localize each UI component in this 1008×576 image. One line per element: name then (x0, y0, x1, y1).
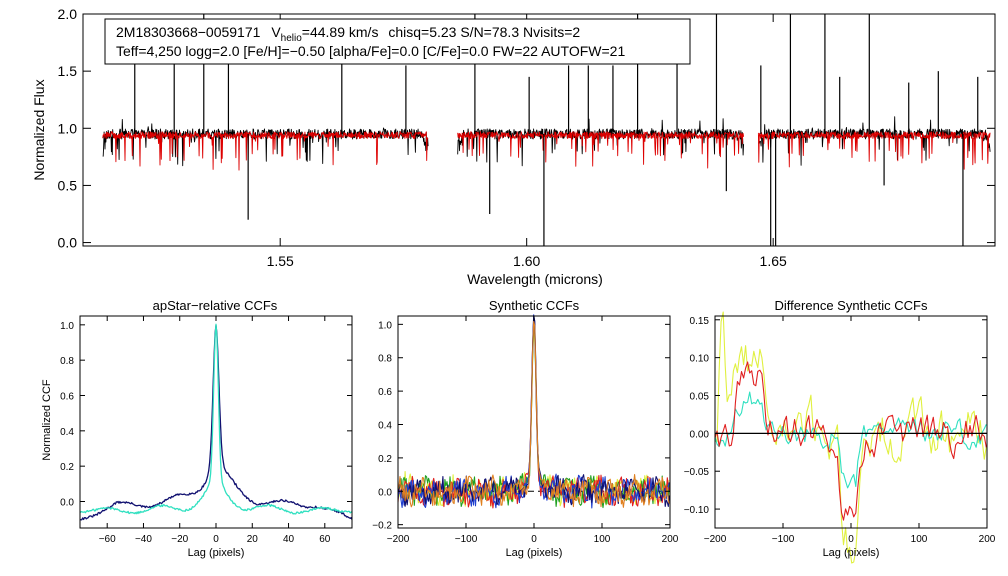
apstar-ccf-xtick-label: −40 (135, 534, 152, 545)
apstar-ccf-ytick-label: 0.0 (60, 498, 74, 509)
spectrum-observed-segment (457, 118, 745, 167)
synthetic-ccf-ytick-label: 0.8 (378, 354, 392, 365)
synthetic-ccf-visit-5 (397, 326, 670, 509)
difference-ccf-ytick-label: 0.15 (690, 316, 710, 327)
synthetic-ccf-visit-4 (397, 325, 670, 508)
synthetic-ccf-ticks: −200 −100 0 100 200 −0.2 0.0 0.2 0.4 0.6 0.8 1.0 (372, 316, 679, 545)
synthetic-ccf-ytick-label: 0.4 (378, 421, 392, 432)
difference-ccf-xtick-label: −100 (772, 534, 795, 545)
spectrum-xtick-label: 1.55 (267, 253, 294, 269)
difference-ccf-ticks: −200 −100 0 100 200 −0.10 −0.05 0.00 0.05 0.10 0.1… (684, 316, 996, 545)
spectrum-ytick-label: 2.0 (58, 6, 78, 22)
synthetic-ccf-panel: Synthetic CCFs −200 −100 0 100 200 −0.2 0.0 0.2… (372, 298, 679, 559)
difference-ccf-visit-3 (714, 361, 987, 521)
difference-ccf-visit-1 (714, 311, 987, 564)
synthetic-ccf-title: Synthetic CCFs (489, 298, 580, 313)
difference-ccf-ytick-label: 0.05 (690, 392, 710, 403)
info-stats: chisq=5.23 S/N=78.3 Nvisits=2 (388, 24, 580, 40)
difference-ccf-traces (714, 311, 987, 564)
synthetic-ccf-visit-3 (397, 319, 670, 509)
synthetic-ccf-ytick-label: 0.6 (378, 387, 392, 398)
difference-ccf-xtick-label: 0 (848, 534, 854, 545)
apstar-ccf-ticks: −60 −40 −20 0 20 40 60 0.0 0.2 0.4 0.6 0.8 1.0 (60, 316, 352, 545)
info-box-frame (104, 18, 691, 65)
apstar-ccf-xtick-label: 40 (283, 534, 295, 545)
info-line-1: 2M18303668−0059171 Vhelio=44.89 km/s chi… (116, 24, 580, 44)
difference-ccf-ytick-label: −0.05 (684, 467, 710, 478)
synthetic-ccf-ytick-label: 0.0 (378, 487, 392, 498)
synthetic-ccf-ytick-label: 0.2 (378, 454, 392, 465)
apstar-ccf-xtick-label: 0 (213, 534, 219, 545)
synthetic-ccf-traces (397, 314, 670, 509)
info-line-2: Teff=4,250 logg=2.0 [Fe/H]=−0.50 [alpha/… (116, 43, 625, 59)
spectrum-ytick-label: 1.5 (58, 63, 78, 79)
apstar-ccf-ytick-label: 0.6 (60, 392, 74, 403)
synthetic-ccf-xtick-label: 0 (531, 534, 537, 545)
spectrum-model-segment (457, 131, 745, 169)
synthetic-ccf-xtick-label: 200 (662, 534, 679, 545)
apstar-ccf-title: apStar−relative CCFs (153, 298, 278, 313)
apstar-ccf-ytick-label: 0.2 (60, 462, 74, 473)
apstar-ccf-visit-1 (79, 324, 353, 521)
synthetic-ccf-ytick-label: 1.0 (378, 320, 392, 331)
apstar-ccf-xtick-label: 20 (247, 534, 259, 545)
difference-ccf-xlabel: Lag (pixels) (823, 547, 880, 559)
difference-ccf-title: Difference Synthetic CCFs (775, 298, 928, 313)
apstar-ccf-xtick-label: −60 (99, 534, 116, 545)
apstar-ccf-xtick-label: −20 (171, 534, 188, 545)
difference-ccf-xtick-label: 200 (979, 534, 996, 545)
apstar-ccf-traces (79, 323, 353, 521)
spectrum-ylabel: Normalized Flux (31, 79, 47, 180)
spectrum-model-segment (102, 131, 429, 171)
info-box: 2M18303668−0059171 Vhelio=44.89 km/s chi… (104, 18, 691, 65)
spectrum-ytick-label: 0.0 (58, 235, 78, 251)
info-vhelio-subscript: helio (281, 33, 303, 44)
spectrum-ytick-label: 0.5 (58, 177, 78, 193)
spectrum-xlabel: Wavelength (microns) (467, 271, 603, 287)
apstar-ccf-xlabel: Lag (pixels) (188, 547, 245, 559)
spectrum-xtick-label: 1.65 (760, 253, 787, 269)
synthetic-ccf-xtick-label: 100 (594, 534, 611, 545)
synthetic-ccf-xtick-label: −200 (387, 534, 410, 545)
difference-ccf-ytick-label: −0.10 (684, 505, 710, 516)
spectrum-xtick-label: 1.60 (513, 253, 540, 269)
difference-ccf-xtick-label: 100 (911, 534, 928, 545)
info-vhelio-value: =44.89 km/s (302, 24, 379, 40)
apstar-ccf-xtick-label: 60 (319, 534, 331, 545)
spectrum-model-segment (757, 131, 991, 170)
difference-ccf-panel: Difference Synthetic CCFs −200 −100 0 100 20… (684, 298, 996, 564)
info-star-id: 2M18303668−0059171 (116, 24, 261, 40)
apstar-ccf-visit-2 (79, 323, 353, 515)
difference-ccf-xtick-label: −200 (704, 534, 727, 545)
synthetic-ccf-synthetic (397, 320, 670, 508)
difference-ccf-visit-2 (714, 391, 987, 489)
difference-ccf-ytick-label: 0.00 (690, 429, 710, 440)
synthetic-ccf-ytick-label: −0.2 (372, 521, 392, 532)
spectrum-ytick-label: 1.0 (58, 120, 78, 136)
spectrum-axes-frame (82, 13, 996, 247)
spectrum-panel: 1.55 1.60 1.65 0.0 0.5 1.0 1.5 2.0 Wavelength (… (31, 6, 996, 287)
info-vhelio-label: V (271, 24, 281, 40)
synthetic-ccf-xtick-label: −100 (455, 534, 478, 545)
synthetic-ccf-xlabel: Lag (pixels) (506, 547, 563, 559)
apstar-ccf-ytick-label: 1.0 (60, 321, 74, 332)
difference-ccf-ytick-label: 0.10 (690, 354, 710, 365)
spectrum-observed-segment (757, 116, 991, 166)
apstar-ccf-ylabel: Normalized CCF (41, 379, 53, 461)
spectrum-ticks: 1.55 1.60 1.65 0.0 0.5 1.0 1.5 2.0 (58, 6, 995, 269)
spectrum-observed-segment (102, 118, 429, 167)
apstar-ccf-panel: apStar−relative CCFs −60 −40 −20 0 20 40 60 0.0… (41, 298, 353, 559)
apstar-ccf-ytick-label: 0.4 (60, 427, 74, 438)
apstar-ccf-ytick-label: 0.8 (60, 356, 74, 367)
apstar-ccf-frame (79, 315, 353, 529)
